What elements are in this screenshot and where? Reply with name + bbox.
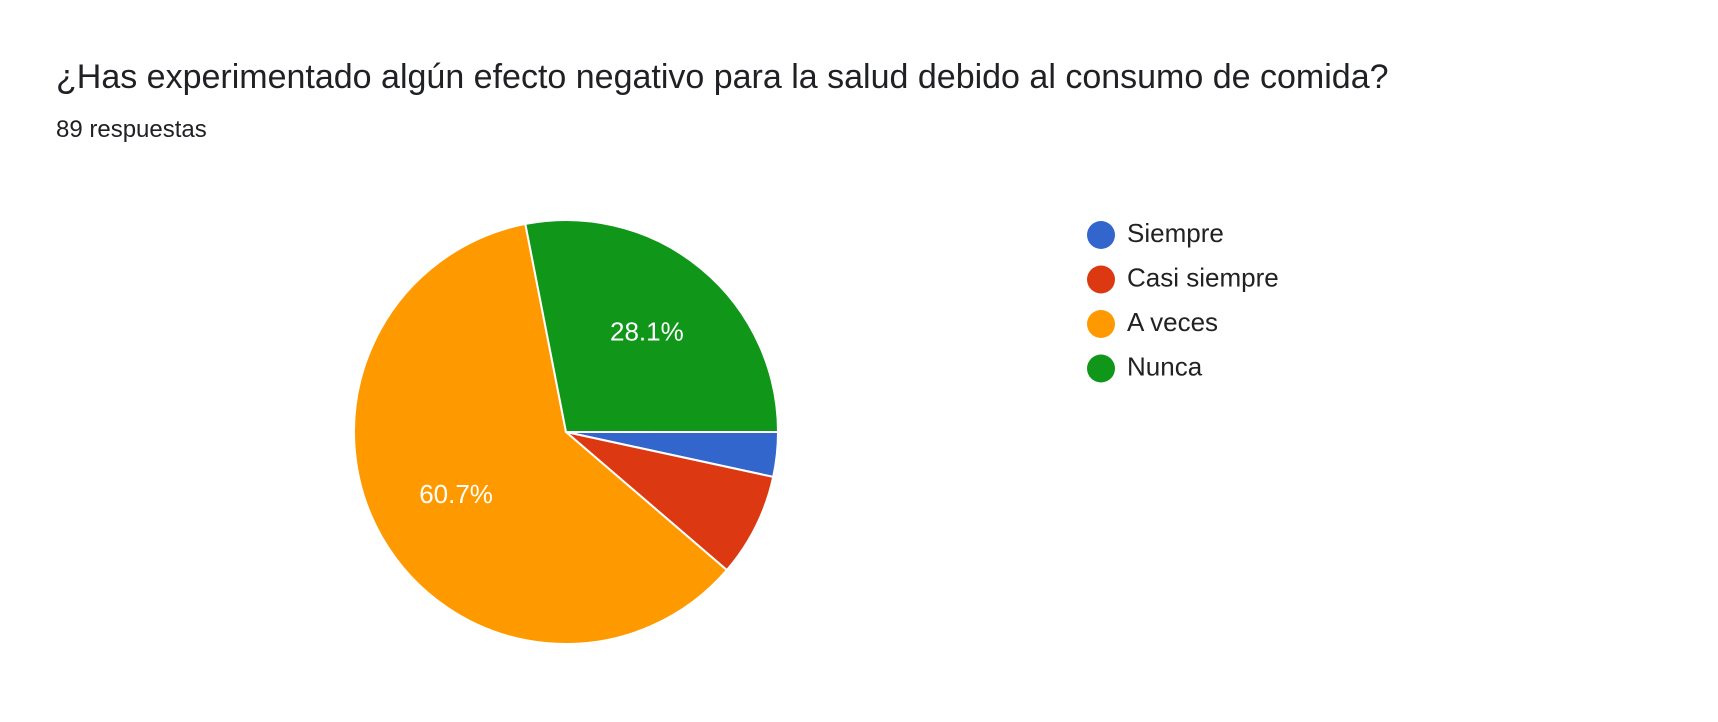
legend-swatch-casi-siempre (1087, 265, 1115, 294)
legend: Siempre Casi siempre A veces Nunca (1087, 218, 1279, 383)
legend-label-nunca: Nunca (1127, 351, 1203, 381)
legend-swatch-a-veces (1087, 310, 1115, 338)
pie-slice-nunca (524, 219, 780, 433)
data-label-a-veces: 60.7% (419, 479, 493, 509)
pie-slice-casi-siempre (565, 431, 775, 572)
pie-data-labels: 60.7% 28.1% (419, 317, 684, 509)
legend-label-a-veces: A veces (1127, 307, 1218, 337)
pie-slices (353, 219, 780, 645)
legend-label-casi-siempre: Casi siempre (1127, 262, 1279, 292)
chart-title: ¿Has experimentado algún efecto negativo… (56, 58, 1389, 96)
legend-swatch-siempre (1087, 221, 1115, 249)
response-count: 89 respuestas (56, 116, 207, 143)
legend-swatch-nunca (1087, 354, 1115, 383)
pie-slice-a-veces (353, 222, 729, 645)
legend-label-siempre: Siempre (1127, 218, 1224, 248)
data-label-nunca: 28.1% (610, 317, 684, 347)
